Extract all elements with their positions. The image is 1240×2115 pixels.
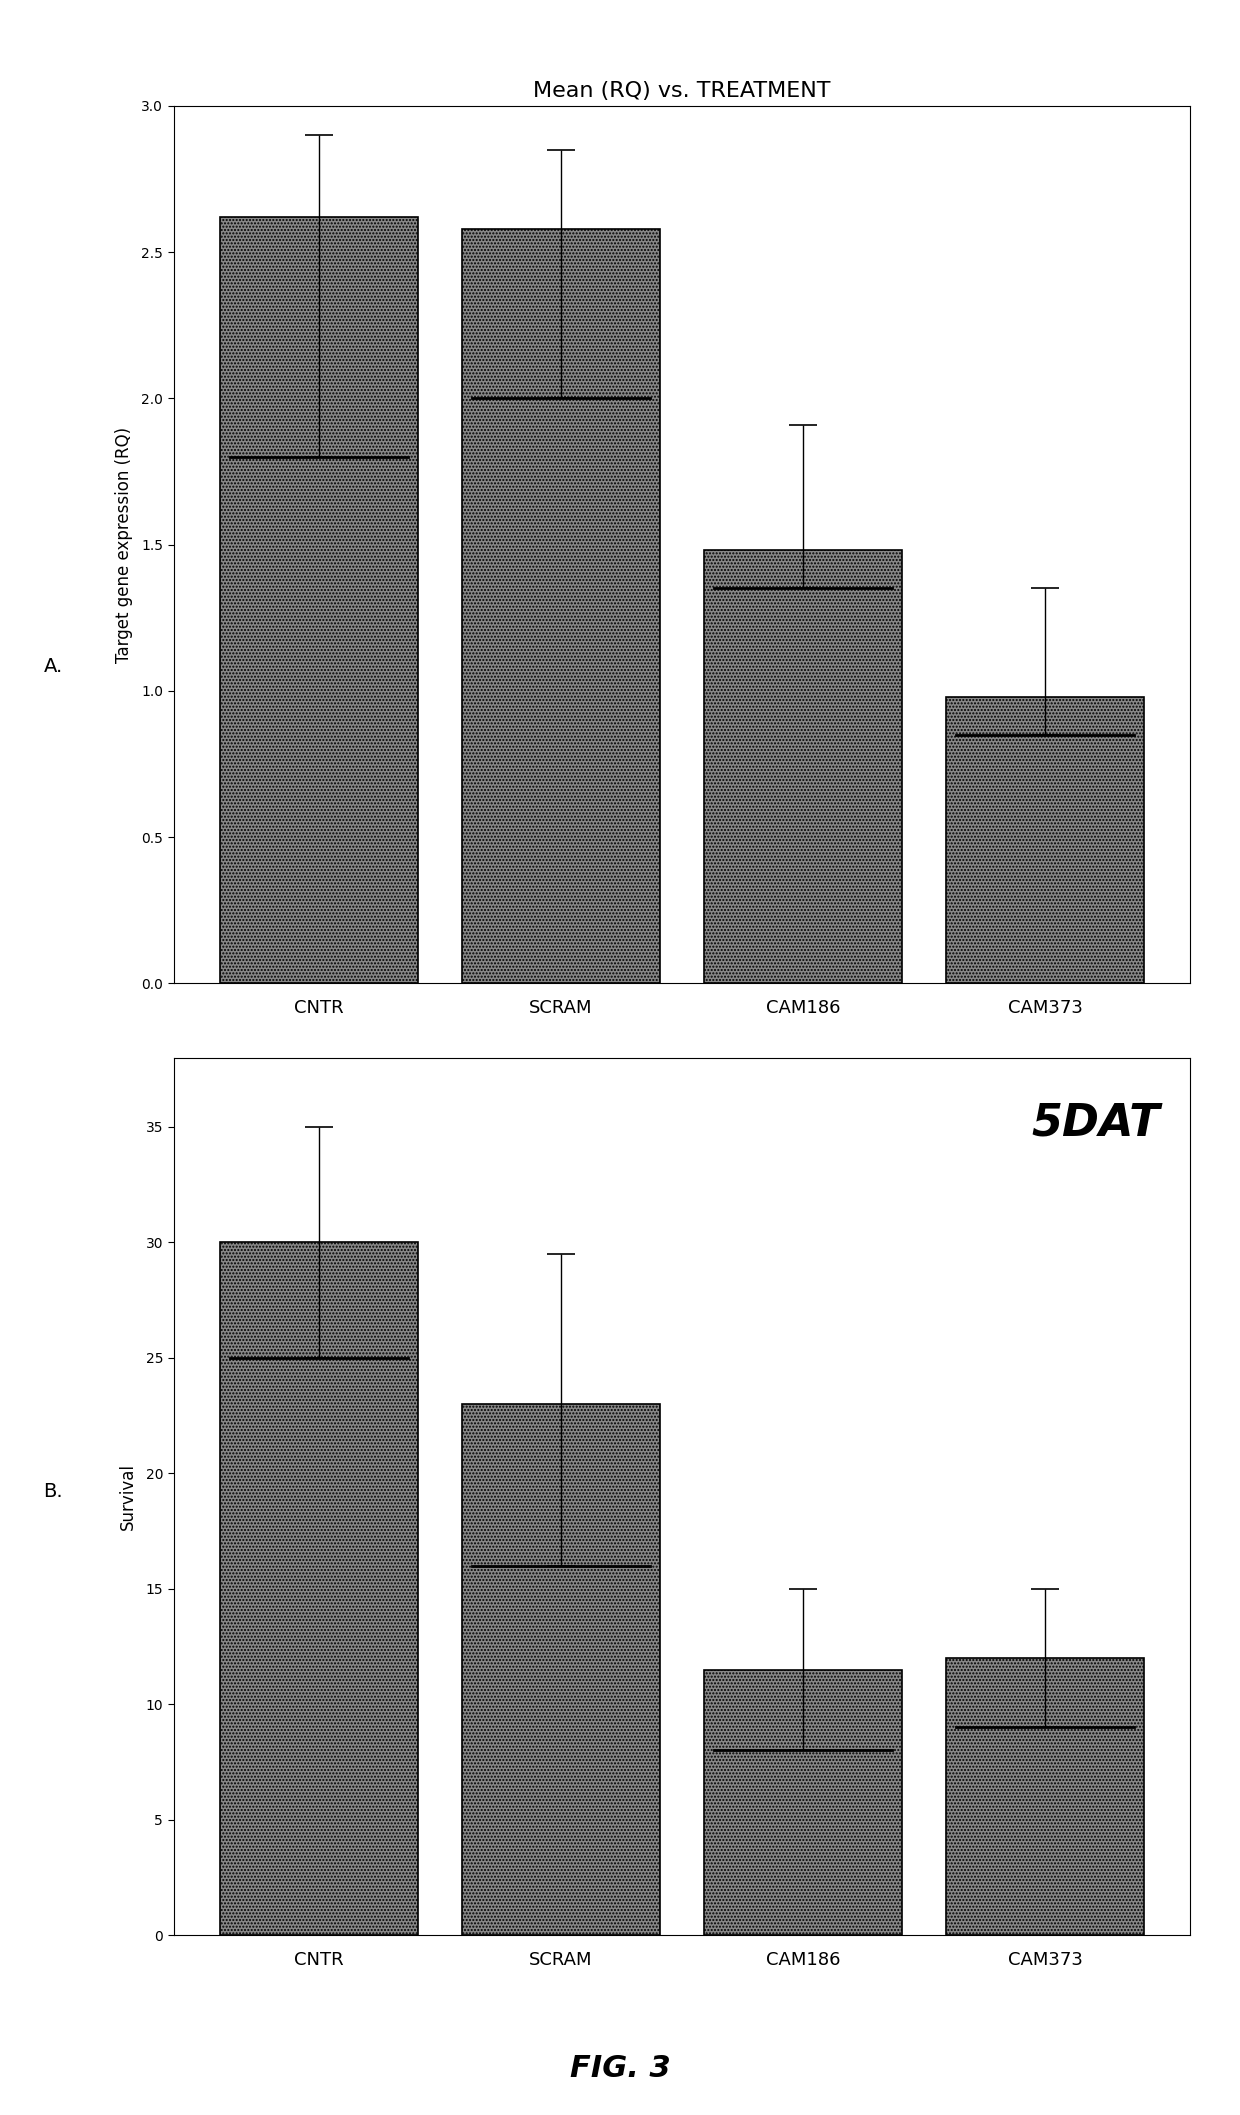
Bar bbox=[946, 696, 1145, 983]
Text: 5DAT: 5DAT bbox=[1032, 1102, 1159, 1144]
Bar bbox=[219, 1242, 418, 1935]
Bar bbox=[219, 218, 418, 983]
Title: Mean (RQ) vs. TREATMENT: Mean (RQ) vs. TREATMENT bbox=[533, 80, 831, 102]
Text: B.: B. bbox=[43, 1483, 63, 1500]
Bar bbox=[704, 550, 903, 983]
Y-axis label: Survival: Survival bbox=[119, 1464, 138, 1529]
Y-axis label: Target gene expression (RQ): Target gene expression (RQ) bbox=[115, 427, 133, 662]
Text: A.: A. bbox=[43, 658, 63, 675]
Bar bbox=[461, 228, 660, 983]
Bar bbox=[946, 1658, 1145, 1935]
Text: FIG. 3: FIG. 3 bbox=[569, 2054, 671, 2083]
Bar bbox=[704, 1669, 903, 1935]
Bar bbox=[461, 1404, 660, 1935]
